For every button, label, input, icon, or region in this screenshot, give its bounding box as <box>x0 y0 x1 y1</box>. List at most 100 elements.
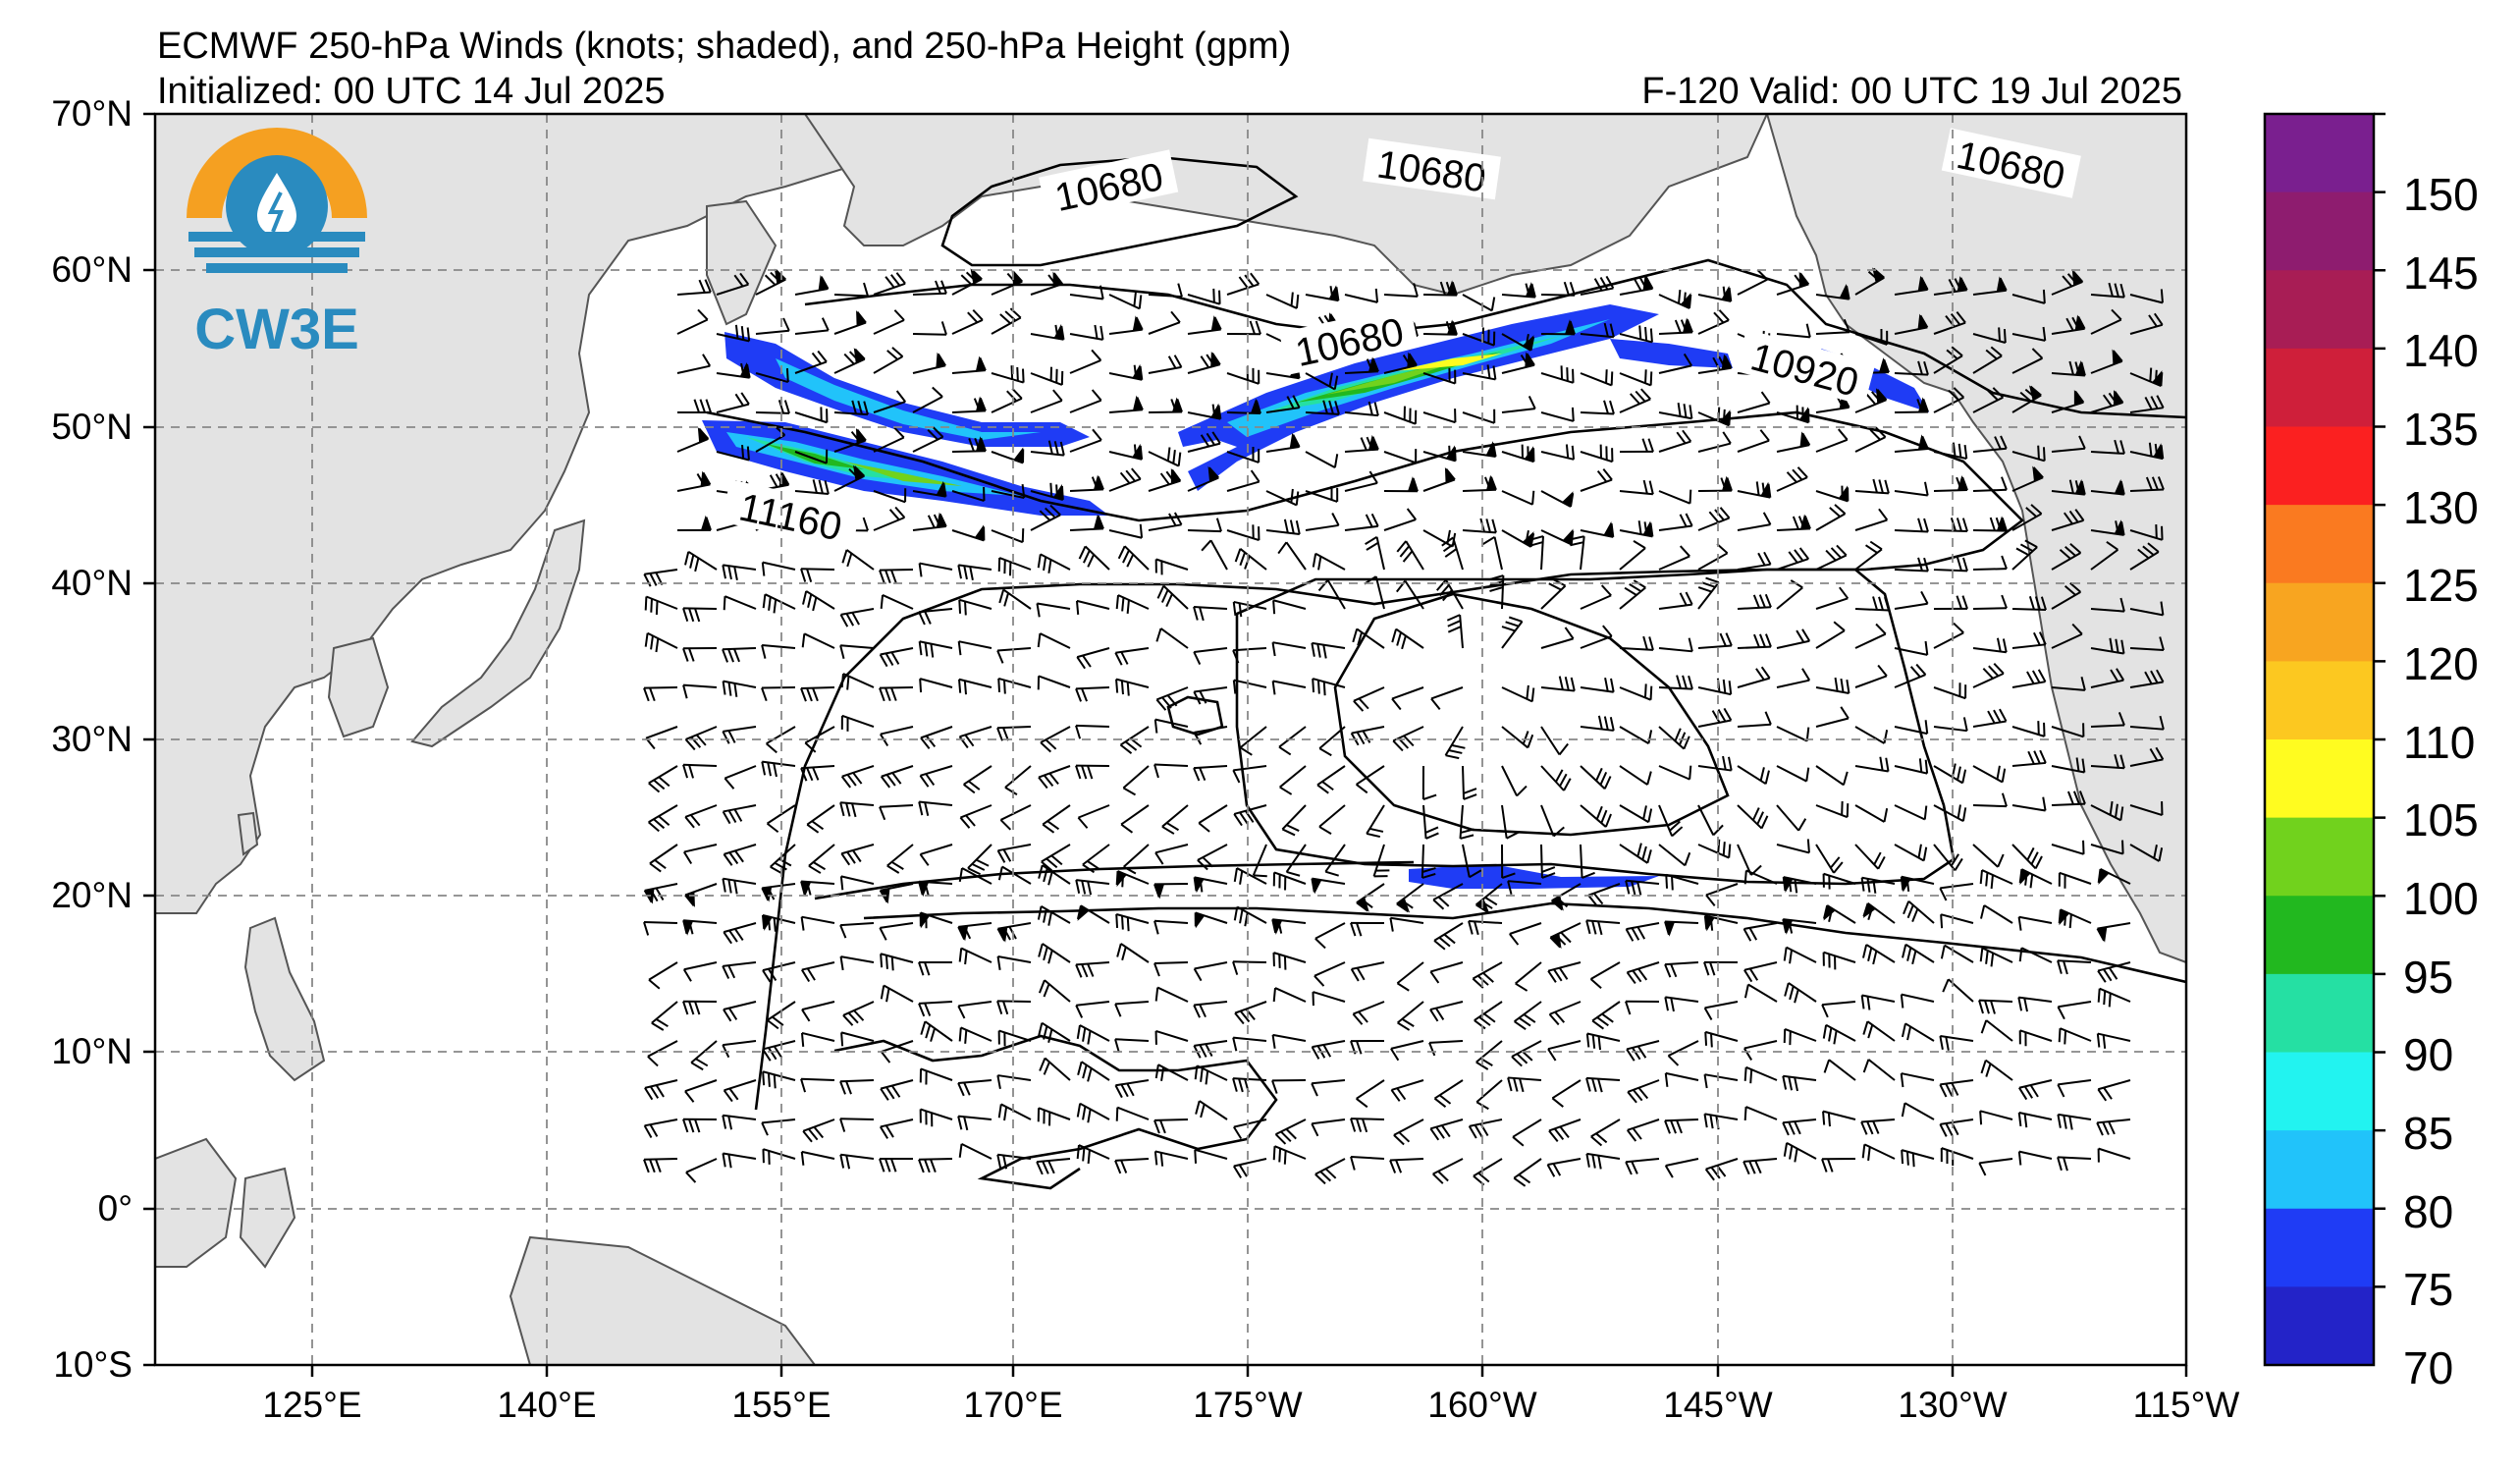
wind-barb <box>2129 323 2164 335</box>
wind-barb <box>1356 765 1385 786</box>
wind-barb-feather <box>918 611 926 626</box>
wind-barb-feather <box>1788 1121 1796 1135</box>
wind-barb-feather <box>704 279 712 293</box>
wind-barb <box>842 1001 875 1016</box>
wind-barb <box>1195 911 1228 924</box>
wind-barb-feather <box>643 921 650 936</box>
wind-barb-feather <box>958 679 962 693</box>
wind-barb <box>1501 333 1531 352</box>
wind-barb <box>1187 294 1220 305</box>
wind-barb-feather <box>1922 846 1928 861</box>
wind-barb <box>1430 1118 1464 1130</box>
cw3e-logo: CW3E <box>187 128 367 361</box>
wind-barb-feather <box>1278 1148 1282 1163</box>
wind-barb <box>1933 529 1968 532</box>
wind-barb-feather <box>746 327 751 342</box>
wind-barb-feather <box>2148 442 2153 457</box>
wind-barb-pennant <box>1485 441 1496 457</box>
wind-barb-feather <box>1528 541 1543 547</box>
wind-barb <box>683 844 718 853</box>
wind-barb-feather <box>1632 969 1642 983</box>
wind-barb-feather <box>1987 710 1996 724</box>
wind-barb-pennant <box>974 524 985 541</box>
wind-barb <box>1776 333 1810 339</box>
wind-barb-feather <box>746 446 750 461</box>
wind-barb-feather <box>1039 1058 1046 1071</box>
wind-barb-feather <box>1861 1144 1866 1159</box>
wind-barb <box>1547 1040 1582 1051</box>
wind-barb <box>1044 979 1071 1003</box>
wind-barb-feather <box>1703 1007 1713 1021</box>
wind-barb-feather <box>813 861 827 871</box>
wind-barb-feather <box>1600 584 1612 597</box>
wind-barb <box>1198 804 1228 824</box>
wind-barb-feather <box>895 272 906 285</box>
wind-barb-feather <box>1665 874 1669 889</box>
wind-barb <box>996 726 1032 730</box>
wind-barb-feather <box>1043 1062 1050 1075</box>
jet-streak-subtropical <box>1409 864 1659 889</box>
wind-barb-pennant <box>1524 446 1534 463</box>
wind-barb-feather <box>1424 826 1439 834</box>
wind-barb-feather <box>1124 740 1138 751</box>
wind-barb-feather <box>1238 1164 1248 1177</box>
wind-barb-feather <box>684 816 695 829</box>
wind-barb-feather <box>1743 969 1753 983</box>
wind-barb-feather <box>1272 987 1276 1003</box>
wind-barb <box>2018 1150 2053 1160</box>
height-contour <box>863 901 2186 984</box>
wind-barb <box>1940 913 1974 924</box>
wind-barb <box>1044 1057 1071 1081</box>
wind-barb <box>1187 529 1222 533</box>
wind-barb <box>801 961 835 971</box>
wind-barb-feather <box>1091 349 1102 361</box>
wind-barb-feather <box>885 955 888 969</box>
wind-barb <box>1580 411 1615 415</box>
wind-barb <box>1344 411 1378 417</box>
wind-barb-feather <box>1592 892 1604 905</box>
wind-barb-feather <box>1987 389 1999 402</box>
wind-barb-feather <box>1626 971 1636 985</box>
wind-barb-feather <box>1211 431 1221 445</box>
wind-barb-feather <box>734 324 739 339</box>
wind-barb-pennant <box>2074 359 2085 376</box>
wind-barb-feather <box>1358 1010 1368 1023</box>
wind-barb-pennant <box>1872 267 1885 283</box>
wind-barb-feather <box>1239 909 1244 924</box>
wind-barb-feather <box>741 444 745 460</box>
wind-barb-feather <box>1333 454 1339 468</box>
wind-barb-feather <box>1875 426 1887 438</box>
wind-barb-feather <box>1789 1145 1794 1160</box>
wind-barb <box>1194 876 1228 885</box>
wind-barb-feather <box>1725 632 1733 646</box>
wind-barb-feather <box>647 1056 659 1067</box>
wind-barb-feather <box>1200 1067 1204 1082</box>
wind-barb-feather <box>924 1003 932 1016</box>
wind-barb-feather <box>885 570 891 584</box>
wind-barb-feather <box>1918 758 1923 773</box>
wind-barb <box>1854 490 1889 495</box>
wind-barb-feather <box>762 969 772 983</box>
wind-barb-feather <box>813 1126 825 1139</box>
wind-barb <box>841 844 875 855</box>
wind-barb-feather <box>1312 553 1317 568</box>
wind-barb-feather <box>1317 579 1329 592</box>
wind-barb <box>794 411 828 424</box>
wind-barb-feather <box>1883 730 1889 744</box>
wind-barb-feather <box>1683 353 1692 366</box>
wind-barb <box>684 804 718 818</box>
wind-barb-feather <box>890 1158 897 1173</box>
wind-barb-feather <box>1322 682 1326 696</box>
wind-barb <box>2129 529 2163 541</box>
wind-barb-feather <box>1075 600 1080 615</box>
wind-barb-feather <box>1689 405 1693 419</box>
wind-barb <box>2011 761 2046 767</box>
wind-barb-feather <box>1833 621 1846 631</box>
wind-barb-feather <box>733 274 744 288</box>
wind-barb <box>1312 1118 1346 1125</box>
wind-barb-feather <box>740 326 745 341</box>
wind-barb-feather <box>1555 769 1564 783</box>
wind-barb-feather <box>1239 552 1247 567</box>
wind-barb-feather <box>1636 1045 1647 1059</box>
wind-barb-feather <box>1356 1098 1368 1109</box>
